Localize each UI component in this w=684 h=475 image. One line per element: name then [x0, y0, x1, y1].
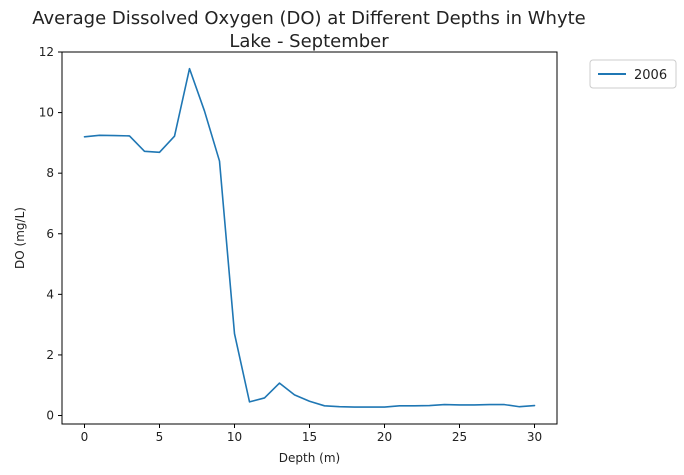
y-tick-label-6: 6	[46, 227, 54, 241]
x-axis-label: Depth (m)	[279, 451, 340, 465]
plot-area: 0 5 10 15 20 25 30 0 2 4 6 8 10 12	[39, 45, 542, 444]
plot-frame	[61, 51, 558, 425]
x-tick-label-25: 25	[452, 430, 467, 444]
chart-title-line1: Average Dissolved Oxygen (DO) at Differe…	[32, 8, 586, 29]
legend: 2006	[589, 59, 677, 89]
y-tick-label-10: 10	[39, 106, 54, 120]
x-tick-label-5: 5	[156, 430, 164, 444]
x-tick-label-0: 0	[81, 430, 89, 444]
y-tick-label-2: 2	[46, 348, 54, 362]
y-axis-label: DO (mg/L)	[13, 207, 27, 269]
y-tick-label-0: 0	[46, 409, 54, 423]
chart-title-line2: Lake - September	[229, 31, 389, 52]
legend-label-2006: 2006	[634, 68, 667, 83]
x-tick-label-15: 15	[302, 430, 317, 444]
y-tick-label-8: 8	[46, 166, 54, 180]
y-tick-label-4: 4	[46, 287, 54, 301]
x-tick-label-20: 20	[377, 430, 392, 444]
legend-box	[589, 59, 677, 89]
x-tick-label-10: 10	[227, 430, 242, 444]
series-line-2006	[83, 67, 536, 408]
y-tick-label-12: 12	[39, 45, 54, 59]
x-tick-label-30: 30	[527, 430, 542, 444]
